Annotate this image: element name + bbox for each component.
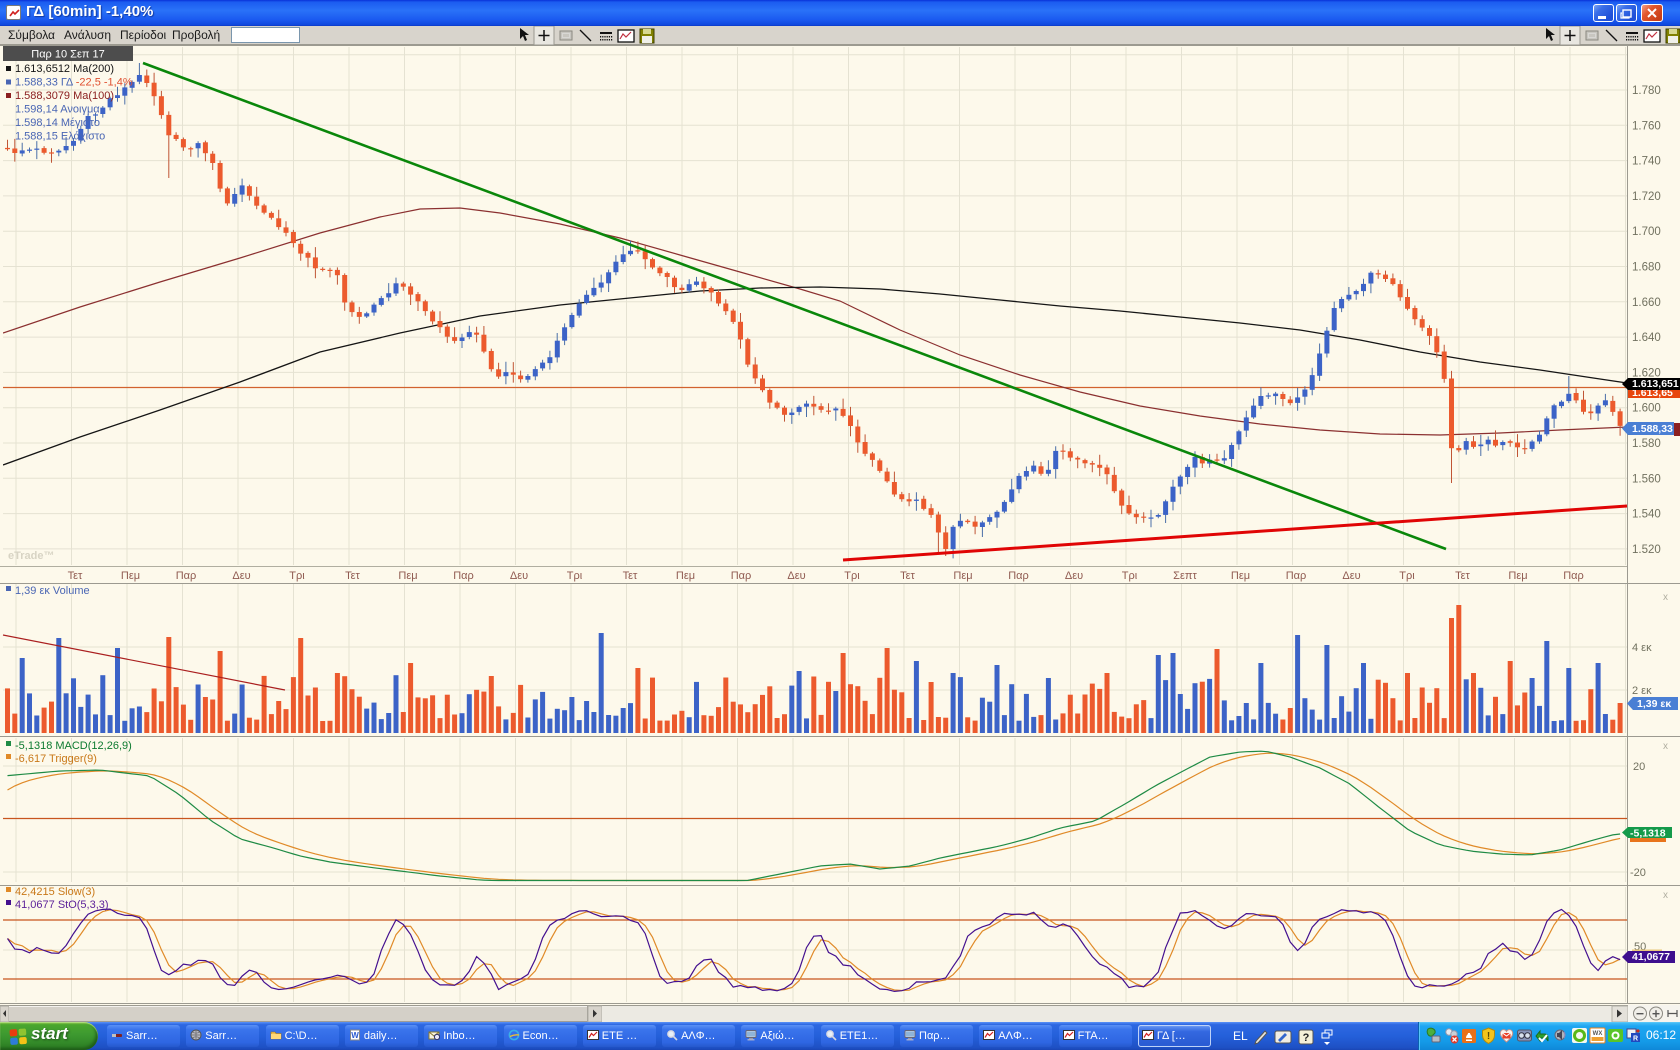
svg-text:1.588,15 Ελάχιστο: 1.588,15 Ελάχιστο: [15, 131, 105, 143]
svg-text:Τρι: Τρι: [844, 570, 860, 582]
svg-text:1.780: 1.780: [1632, 85, 1661, 97]
svg-text:Δευ: Δευ: [232, 570, 250, 582]
svg-text:Τρι: Τρι: [1122, 570, 1138, 582]
svg-text:2 εκ: 2 εκ: [1632, 685, 1652, 697]
svg-text:41,0677: 41,0677: [1632, 951, 1670, 963]
svg-text:1.598,14 Μέγιστο: 1.598,14 Μέγιστο: [15, 117, 100, 129]
svg-text:Παρ: Παρ: [1286, 570, 1307, 582]
svg-text:Παρ: Παρ: [731, 570, 752, 582]
svg-text:-5,1318: -5,1318: [1630, 828, 1666, 840]
svg-text:4 εκ: 4 εκ: [1632, 642, 1652, 654]
svg-text:Πεμ: Πεμ: [1231, 570, 1250, 582]
svg-text:W: W: [351, 1031, 359, 1040]
svg-text:1.560: 1.560: [1632, 473, 1661, 485]
svg-text:Τρι: Τρι: [567, 570, 583, 582]
svg-text:Σεπτ: Σεπτ: [1173, 570, 1197, 582]
svg-text:1.613,6512 Ma(200): 1.613,6512 Ma(200): [15, 63, 114, 75]
svg-text:Δευ: Δευ: [510, 570, 528, 582]
svg-text:1.640: 1.640: [1632, 332, 1661, 344]
svg-text:Δευ: Δευ: [1342, 570, 1360, 582]
svg-text:Τετ: Τετ: [68, 570, 83, 582]
svg-text:Τρι: Τρι: [1399, 570, 1415, 582]
svg-text:1.720: 1.720: [1632, 191, 1661, 203]
svg-text:Παρ: Παρ: [1008, 570, 1029, 582]
svg-text:1.680: 1.680: [1632, 262, 1661, 274]
svg-text:x: x: [1663, 592, 1668, 603]
svg-text:1.620: 1.620: [1632, 367, 1661, 379]
svg-text:1.580: 1.580: [1632, 438, 1661, 450]
svg-text:1.540: 1.540: [1632, 509, 1661, 521]
svg-text:1.588,33: 1.588,33: [1632, 423, 1673, 435]
svg-text:20: 20: [1633, 761, 1645, 773]
svg-text:Τετ: Τετ: [900, 570, 915, 582]
svg-text:eTrade™: eTrade™: [8, 550, 54, 562]
svg-text:Τρι: Τρι: [289, 570, 305, 582]
svg-text:1.520: 1.520: [1632, 544, 1661, 556]
svg-text:x: x: [1663, 741, 1668, 752]
svg-text:R: R: [1633, 1036, 1638, 1043]
svg-text:Παρ 10 Σεπ 17: Παρ 10 Σεπ 17: [31, 49, 105, 61]
svg-text:x: x: [1663, 890, 1668, 901]
svg-text:Πεμ: Πεμ: [676, 570, 695, 582]
svg-text:1.613,651: 1.613,651: [1632, 378, 1679, 390]
svg-text:Τετ: Τετ: [1455, 570, 1470, 582]
svg-text:42,4215 Slow(3): 42,4215 Slow(3): [15, 886, 95, 898]
svg-text:1,39 εκ Volume: 1,39 εκ Volume: [15, 585, 90, 597]
svg-text:Παρ: Παρ: [176, 570, 197, 582]
svg-text:?: ?: [1303, 1032, 1310, 1044]
svg-text:1.588,3079 Ma(100): 1.588,3079 Ma(100): [15, 90, 114, 102]
svg-text:1.700: 1.700: [1632, 226, 1661, 238]
svg-text:-20: -20: [1630, 867, 1646, 879]
svg-text:Δευ: Δευ: [1065, 570, 1083, 582]
svg-text:Τετ: Τετ: [345, 570, 360, 582]
svg-text:Πεμ: Πεμ: [121, 570, 140, 582]
svg-text:-6,617 Trigger(9): -6,617 Trigger(9): [15, 753, 97, 765]
svg-text:Παρ: Παρ: [453, 570, 474, 582]
svg-text:Πεμ: Πεμ: [1508, 570, 1527, 582]
svg-text:41,0677 StO(5,3,3): 41,0677 StO(5,3,3): [15, 899, 109, 911]
svg-text:1,39 εκ: 1,39 εκ: [1637, 698, 1671, 710]
svg-text:!: !: [1486, 1031, 1489, 1042]
svg-text:Τετ: Τετ: [623, 570, 638, 582]
svg-text:1.740: 1.740: [1632, 156, 1661, 168]
svg-text:1.600: 1.600: [1632, 403, 1661, 415]
svg-text:WX: WX: [1592, 1031, 1602, 1037]
svg-text:1.660: 1.660: [1632, 297, 1661, 309]
svg-text:Παρ: Παρ: [1563, 570, 1584, 582]
svg-text:Πεμ: Πεμ: [398, 570, 417, 582]
svg-text:1.588,33 ΓΔ -22,5 -1,4%: 1.588,33 ΓΔ -22,5 -1,4%: [15, 77, 133, 89]
svg-text:-5,1318 MACD(12,26,9): -5,1318 MACD(12,26,9): [15, 740, 132, 752]
svg-text:Πεμ: Πεμ: [953, 570, 972, 582]
svg-text:1.598,14 Ανοιγμα: 1.598,14 Ανοιγμα: [15, 104, 100, 116]
svg-text:Δευ: Δευ: [787, 570, 805, 582]
svg-text:1.760: 1.760: [1632, 120, 1661, 132]
